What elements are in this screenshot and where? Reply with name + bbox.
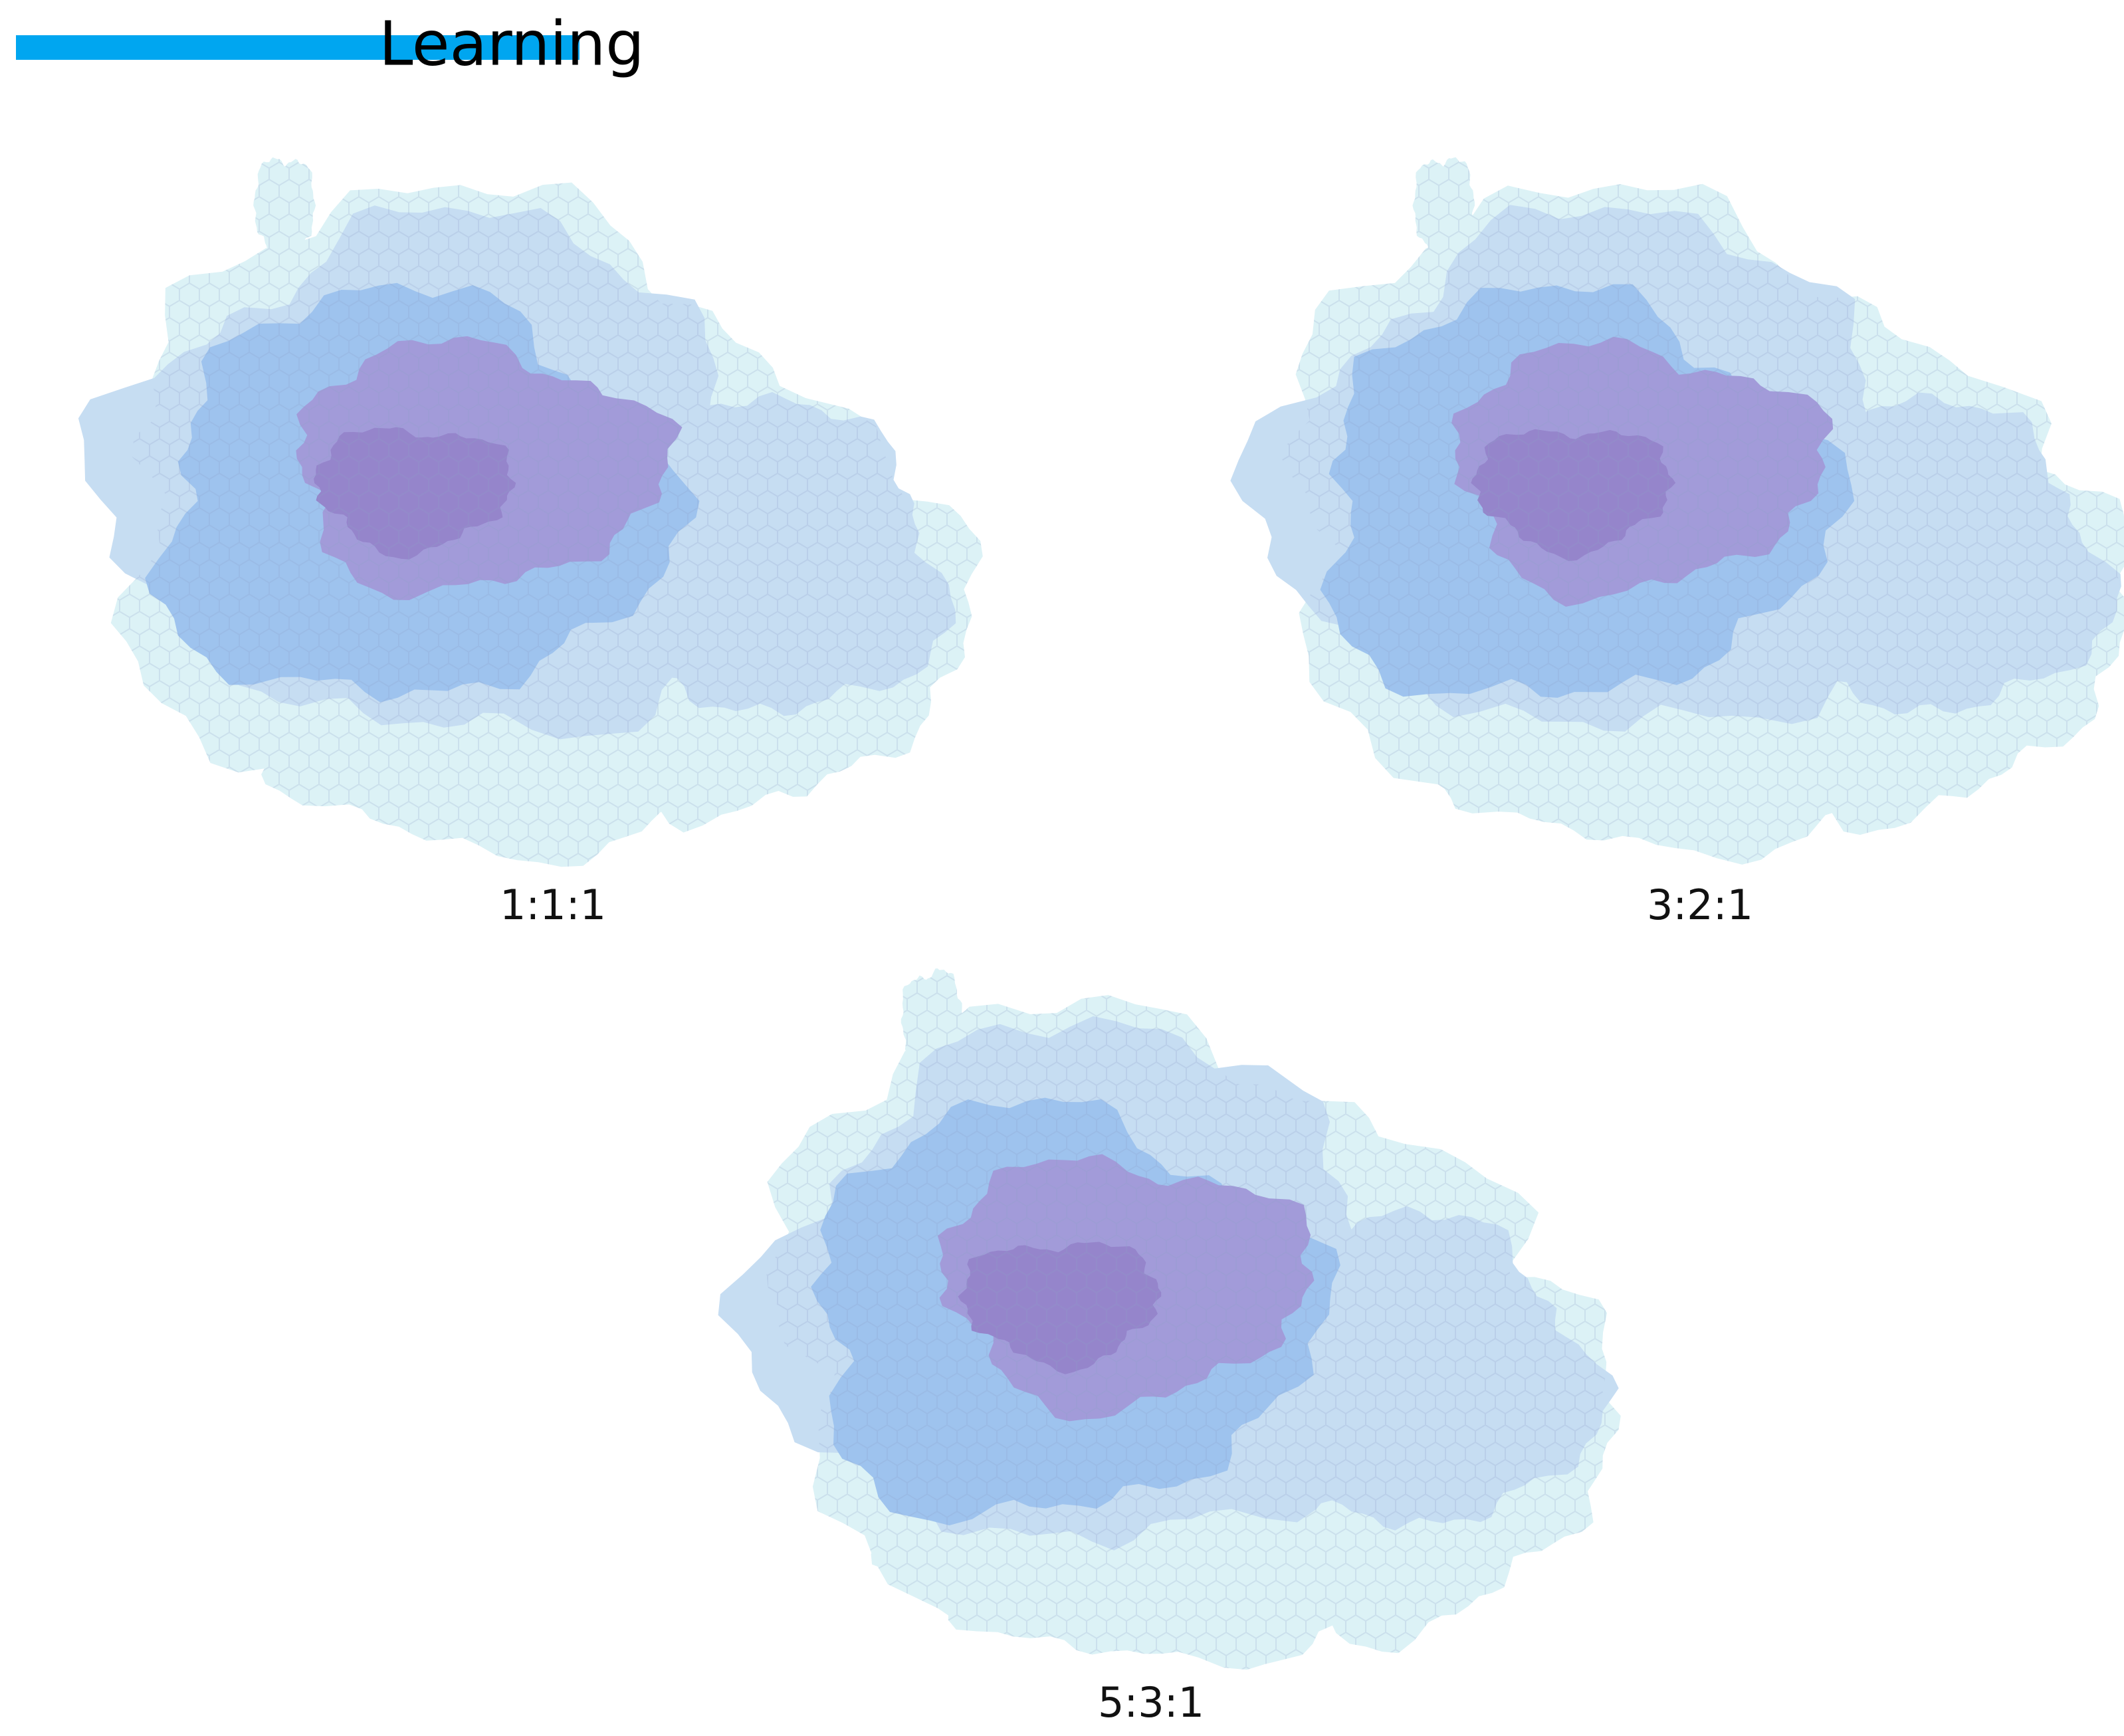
map-panel: [78, 157, 983, 867]
panel-label: 5:3:1: [1098, 1678, 1204, 1727]
panel-label: 1:1:1: [500, 881, 606, 929]
map-panel: [1230, 157, 2124, 865]
hex-grid: [766, 968, 1621, 1670]
progress-bar: [16, 35, 580, 60]
hex-grid: [1279, 157, 2124, 865]
title: Learning: [379, 8, 644, 79]
panel-label: 3:2:1: [1647, 881, 1753, 929]
panels: [78, 157, 2124, 1670]
map-panel: [718, 968, 1621, 1670]
hex-grid: [110, 157, 983, 867]
